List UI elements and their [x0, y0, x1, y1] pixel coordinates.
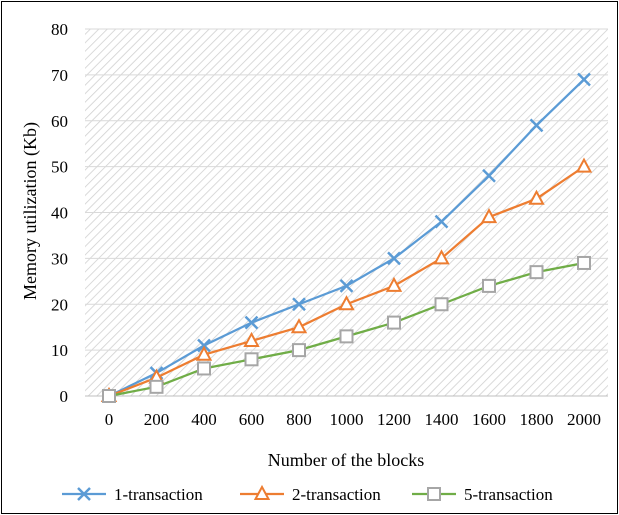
x-tick-label: 1600 — [472, 410, 506, 429]
x-tick-label: 2000 — [567, 410, 601, 429]
data-point — [387, 315, 401, 330]
y-tick-label: 0 — [60, 387, 69, 406]
x-tick-label: 400 — [191, 410, 217, 429]
data-point — [577, 255, 591, 270]
y-axis-ticks: 0 10 20 30 40 50 60 70 80 — [51, 20, 68, 406]
data-point — [528, 189, 545, 205]
y-tick-label: 30 — [51, 249, 68, 268]
x-tick-label: 800 — [286, 410, 312, 429]
data-point — [339, 279, 354, 293]
data-point — [149, 379, 164, 394]
data-point — [434, 297, 449, 312]
data-point — [575, 157, 593, 173]
data-point — [434, 214, 449, 229]
legend-item: 5-transaction — [412, 485, 553, 504]
y-tick-label: 80 — [51, 20, 68, 39]
x-tick-label: 1400 — [425, 410, 459, 429]
data-point — [529, 118, 544, 133]
data-point — [385, 276, 403, 292]
legend-marker — [77, 487, 91, 501]
data-point — [339, 329, 354, 344]
y-tick-label: 40 — [51, 204, 68, 223]
data-point — [480, 207, 498, 224]
x-tick-label: 1000 — [330, 410, 364, 429]
y-tick-label: 70 — [51, 66, 68, 85]
data-point — [292, 343, 306, 358]
y-tick-label: 10 — [51, 341, 68, 360]
legend-marker — [253, 484, 271, 500]
data-point — [244, 352, 259, 367]
data-point — [482, 168, 496, 183]
x-tick-label: 200 — [144, 410, 170, 429]
x-tick-label: 600 — [239, 410, 265, 429]
data-point — [529, 265, 544, 280]
y-tick-label: 60 — [51, 112, 68, 131]
legend: 1-transaction 2-transaction 5-transaction — [62, 484, 553, 504]
y-tick-label: 20 — [51, 295, 68, 314]
legend-label: 2-transaction — [292, 485, 381, 504]
data-point — [292, 297, 306, 312]
data-point — [197, 338, 211, 353]
x-tick-label: 1200 — [377, 410, 411, 429]
legend-label: 1-transaction — [114, 485, 203, 504]
series-group — [100, 72, 593, 403]
y-tick-label: 50 — [51, 158, 68, 177]
legend-item: 1-transaction — [62, 485, 203, 504]
x-tick-label: 0 — [105, 410, 114, 429]
legend-marker — [427, 487, 441, 501]
series-5-transaction — [102, 255, 591, 403]
y-axis-title: Memory utilization (Kb) — [20, 122, 41, 300]
data-point — [197, 361, 211, 376]
x-axis-title: Number of the blocks — [268, 450, 424, 470]
data-point — [577, 72, 591, 87]
legend-label: 5-transaction — [464, 485, 553, 504]
x-tick-label: 1800 — [520, 410, 554, 429]
data-point — [102, 389, 116, 403]
data-point — [338, 295, 355, 311]
data-point — [195, 345, 213, 361]
data-point — [244, 315, 259, 330]
legend-item: 2-transaction — [240, 484, 381, 504]
x-axis-ticks: 0 200 400 600 800 1000 1200 1400 1600 1800 2000 — [105, 410, 601, 429]
data-point — [290, 318, 308, 334]
data-point — [243, 331, 260, 347]
data-point — [433, 249, 450, 265]
data-point — [482, 278, 496, 293]
data-point — [387, 251, 401, 266]
